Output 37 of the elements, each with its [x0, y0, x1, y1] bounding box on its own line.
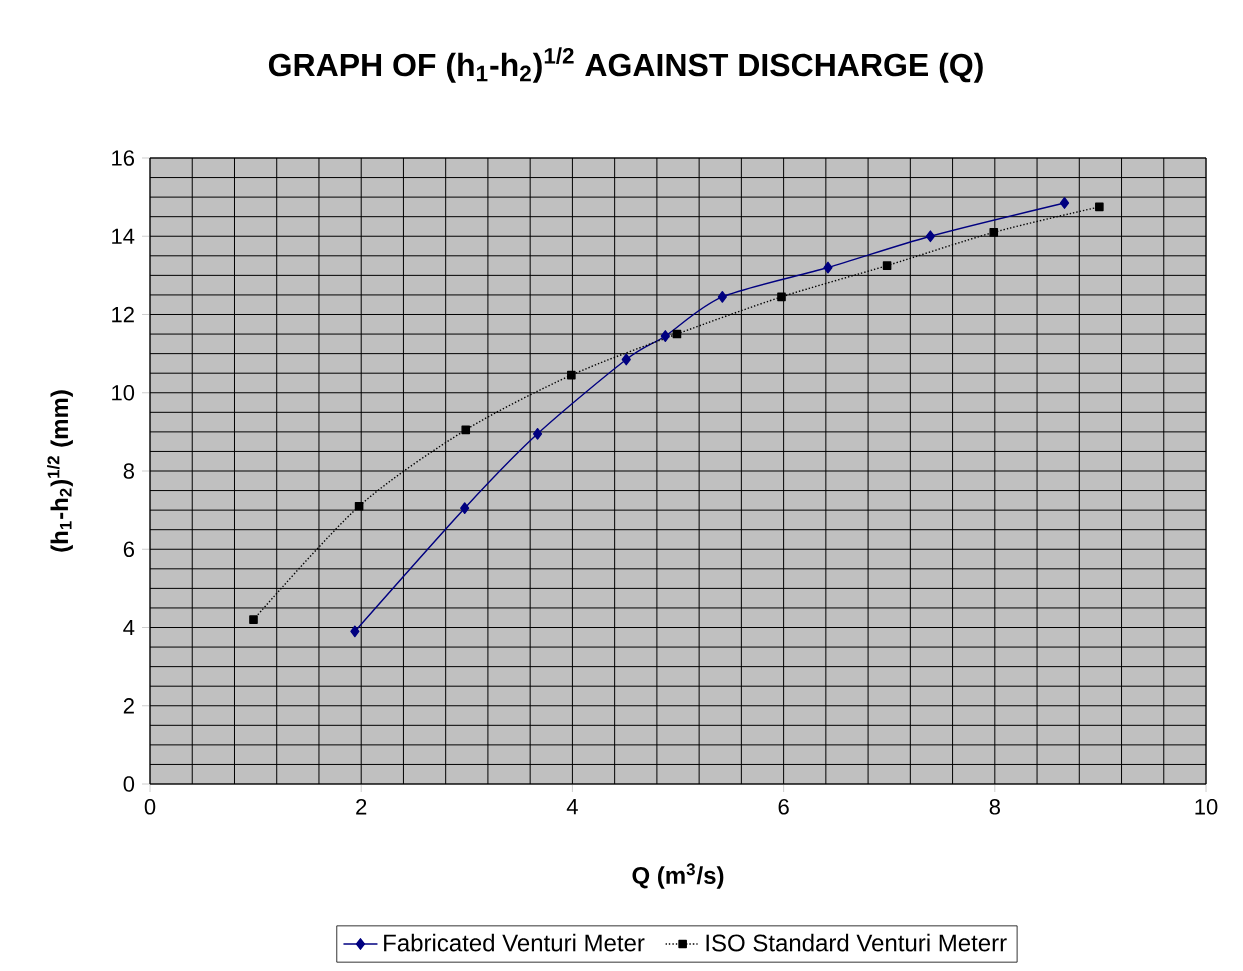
y-tick-label: 14	[112, 228, 135, 244]
point	[350, 625, 360, 638]
x-tick-label: 4	[566, 799, 578, 815]
chart-title: GRAPH OF (h$_{1}$-h$_{2}$)$^{1/2}$ AGAINST DISCHARGE (Q)	[268, 47, 983, 83]
point	[532, 427, 543, 440]
point	[461, 425, 471, 435]
y-tick-label: 12	[112, 306, 134, 323]
x-tick-label: 6	[778, 799, 789, 815]
y-tick-label: 8	[123, 463, 135, 479]
point	[823, 261, 833, 274]
y-axis-title: (h$_{1}$-h$_{2}$)$^{1/2}$ (mm)	[47, 390, 73, 552]
point	[989, 228, 999, 237]
y-tick-label: 6	[123, 541, 135, 558]
point	[1095, 202, 1104, 212]
x-axis-title: Q (m$^{3}$/s)	[632, 863, 724, 889]
y-tick-label: 16	[112, 150, 135, 166]
point	[777, 292, 786, 302]
point	[882, 261, 892, 270]
y-tick-label: 4	[123, 619, 135, 636]
point	[567, 370, 576, 380]
x-tick-label: 2	[356, 799, 367, 815]
point	[460, 502, 470, 515]
legend-label: ISO Standard Venturi Meterr	[706, 933, 1007, 952]
point	[621, 353, 631, 366]
point	[249, 615, 258, 624]
point	[717, 290, 727, 303]
x-tick-label: 8	[989, 799, 1000, 815]
legend-label: Fabricated Venturi Meter	[384, 933, 645, 952]
y-tick-label: 10	[112, 384, 135, 401]
y-tick-label: 2	[123, 698, 134, 714]
x-tick-label: 10	[1195, 799, 1218, 815]
point	[925, 230, 935, 243]
point	[1059, 197, 1070, 209]
y-tick-label: 0	[123, 776, 135, 792]
x-tick-label: 0	[144, 799, 156, 815]
point	[354, 501, 364, 511]
point	[660, 330, 670, 342]
